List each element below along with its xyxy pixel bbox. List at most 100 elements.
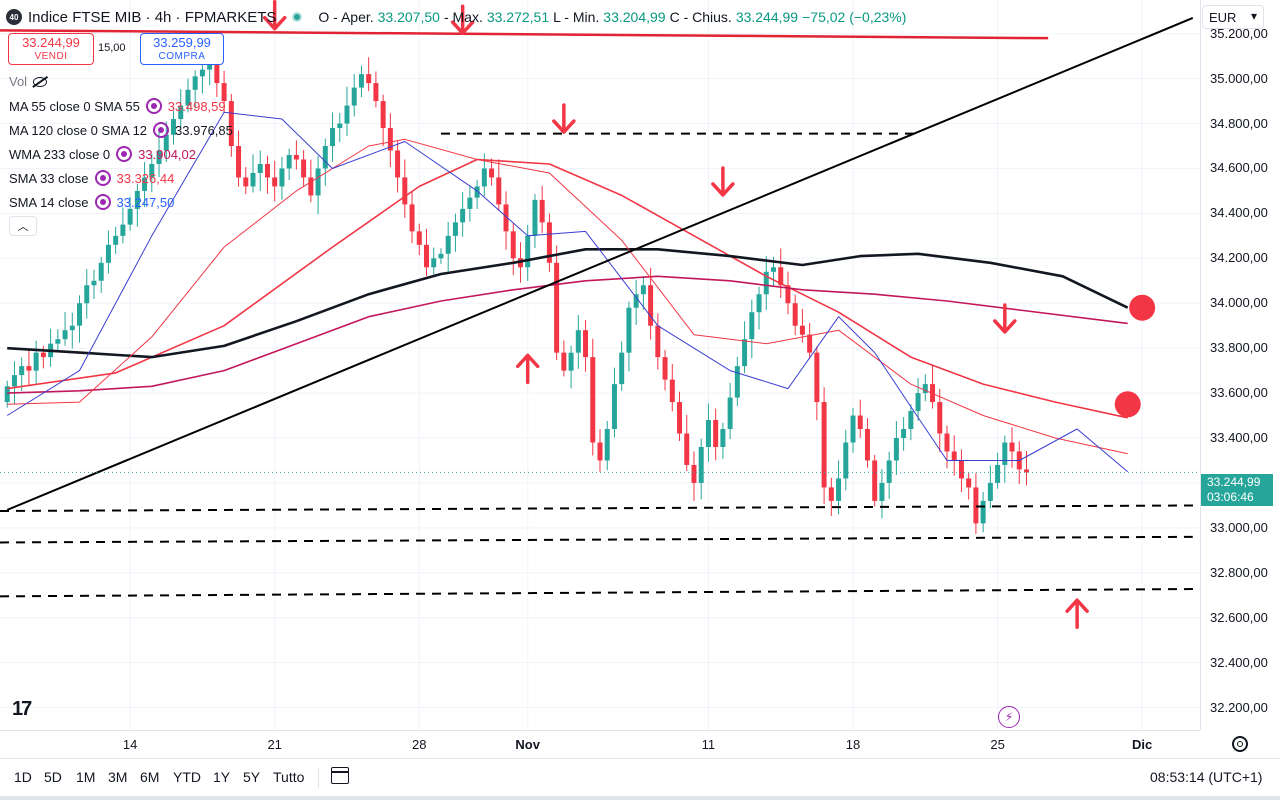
support-resistance-line <box>0 504 1200 512</box>
candle-body <box>221 83 227 102</box>
candle-body <box>872 460 878 501</box>
high-value: 33.272,51 <box>486 9 550 25</box>
legend-item[interactable]: SMA 14 close 33.247,50 <box>9 194 174 210</box>
arrow-down-icon[interactable] <box>552 103 576 134</box>
candle-body <box>387 128 393 151</box>
high-label: - Max. <box>443 9 483 25</box>
indicator-settings-icon[interactable] <box>145 98 162 114</box>
candle-body <box>358 74 364 88</box>
price-tick-label: 34.800,00 <box>1210 115 1268 131</box>
candle-body <box>597 442 603 461</box>
candle-body <box>264 163 270 178</box>
range-button-ytd[interactable]: YTD <box>173 769 201 785</box>
price-tick-label: 34.000,00 <box>1210 295 1268 311</box>
time-axis[interactable] <box>0 730 1200 758</box>
time-tick-label: Nov <box>515 737 540 752</box>
arrow-down-icon[interactable] <box>711 166 735 197</box>
indicator-settings-icon[interactable] <box>94 170 111 186</box>
price-tick-label: 34.400,00 <box>1210 205 1268 221</box>
currency-select[interactable]: EUR <box>1202 5 1264 29</box>
calendar-range-icon[interactable] <box>331 767 349 784</box>
tradingview-logo-icon[interactable]: 17 <box>12 698 32 720</box>
moving-average-line <box>7 138 1128 455</box>
candle-body <box>807 334 813 353</box>
candle-body <box>178 105 184 120</box>
price-scale[interactable] <box>1200 0 1280 730</box>
candle-body <box>720 429 726 447</box>
candle-body <box>344 105 350 124</box>
market-status-icon <box>292 12 303 22</box>
indicator-settings-icon[interactable] <box>153 122 170 138</box>
close-value: 33.244,99 <box>735 9 799 25</box>
candle-body <box>91 280 97 286</box>
candle-body <box>742 339 748 367</box>
legend-volume[interactable]: Vol <box>9 74 48 89</box>
timezone-clock[interactable]: 08:53:14 (UTC+1) <box>1150 769 1263 785</box>
eye-hidden-icon[interactable] <box>33 76 48 87</box>
arrow-up-icon[interactable] <box>1065 598 1089 629</box>
range-button-1m[interactable]: 1M <box>76 769 96 785</box>
moving-average-line <box>7 158 1128 419</box>
arrow-up-icon[interactable] <box>515 353 540 385</box>
buy-price: 33.259,99 <box>153 35 211 50</box>
candle-body <box>836 478 842 501</box>
indicator-settings-icon[interactable] <box>94 194 111 210</box>
indicator-settings-icon[interactable] <box>116 146 133 162</box>
candle-body <box>850 415 856 443</box>
symbol-title[interactable]: Indice FTSE MIB · 4h · FPMARKETS <box>28 8 277 26</box>
candle-body <box>19 366 25 376</box>
legend-item[interactable]: SMA 33 close 33.326,44 <box>9 170 174 186</box>
candle-body <box>561 352 567 371</box>
candle-body <box>546 222 552 263</box>
support-resistance-line <box>0 535 1193 544</box>
settings-gear-icon[interactable] <box>1232 736 1248 752</box>
candle-body <box>937 402 943 434</box>
candle-body <box>55 339 61 344</box>
legend-item[interactable]: WMA 233 close 0 33.904,02 <box>9 146 196 162</box>
lightning-icon[interactable]: ⚡ <box>998 706 1020 728</box>
candle-body <box>77 303 83 326</box>
open-label: O - Aper. <box>318 9 374 25</box>
low-label: L - Min. <box>553 9 600 25</box>
time-tick-label: 18 <box>845 737 861 752</box>
candle-body <box>828 487 834 501</box>
candle-body <box>655 325 661 358</box>
arrow-down-icon[interactable] <box>262 0 287 31</box>
range-button-5d[interactable]: 5D <box>44 769 62 785</box>
range-button-1d[interactable]: 1D <box>14 769 32 785</box>
candle-body <box>792 303 798 326</box>
chart-canvas[interactable] <box>0 0 1200 730</box>
candle-body <box>431 258 437 268</box>
candle-body <box>821 402 827 488</box>
legend-item[interactable]: MA 120 close 0 SMA 12 33.976,85 <box>9 122 233 138</box>
candle-body <box>243 177 249 187</box>
range-button-6m[interactable]: 6M <box>140 769 160 785</box>
candle-body <box>583 330 589 358</box>
legend-item[interactable]: MA 55 close 0 SMA 55 33.498,59 <box>9 98 226 114</box>
arrow-down-icon[interactable] <box>993 303 1017 334</box>
range-button-5y[interactable]: 5Y <box>243 769 261 785</box>
sell-button[interactable]: 33.244,99 VENDI <box>8 33 94 65</box>
candle-body <box>113 235 119 245</box>
buy-button[interactable]: 33.259,99 COMPRA <box>140 33 224 65</box>
collapse-legend-button[interactable]: ︿ <box>9 216 37 236</box>
time-tick-label: Dic <box>1132 737 1153 752</box>
time-tick-label: 28 <box>412 737 427 752</box>
candle-body <box>286 154 292 169</box>
price-tick-label: 32.200,00 <box>1210 699 1268 715</box>
range-button-3m[interactable]: 3M <box>108 769 128 785</box>
range-button-1y[interactable]: 1Y <box>213 769 231 785</box>
candle-body <box>619 352 625 385</box>
last-price-tag: 33.244,99 03:06:46 <box>1201 474 1273 506</box>
candle-body <box>532 199 538 236</box>
chart-area[interactable] <box>0 0 1200 730</box>
price-tick-label: 34.600,00 <box>1210 160 1268 176</box>
arrow-down-icon[interactable] <box>450 4 475 35</box>
bar-countdown: 03:06:46 <box>1207 490 1254 504</box>
last-price-value: 33.244,99 <box>1207 475 1261 489</box>
symbol-badge[interactable]: 40 <box>6 9 22 25</box>
candle-body <box>308 177 314 196</box>
candle-body <box>279 168 285 187</box>
range-button-tutto[interactable]: Tutto <box>273 769 305 785</box>
candle-body <box>857 415 863 430</box>
